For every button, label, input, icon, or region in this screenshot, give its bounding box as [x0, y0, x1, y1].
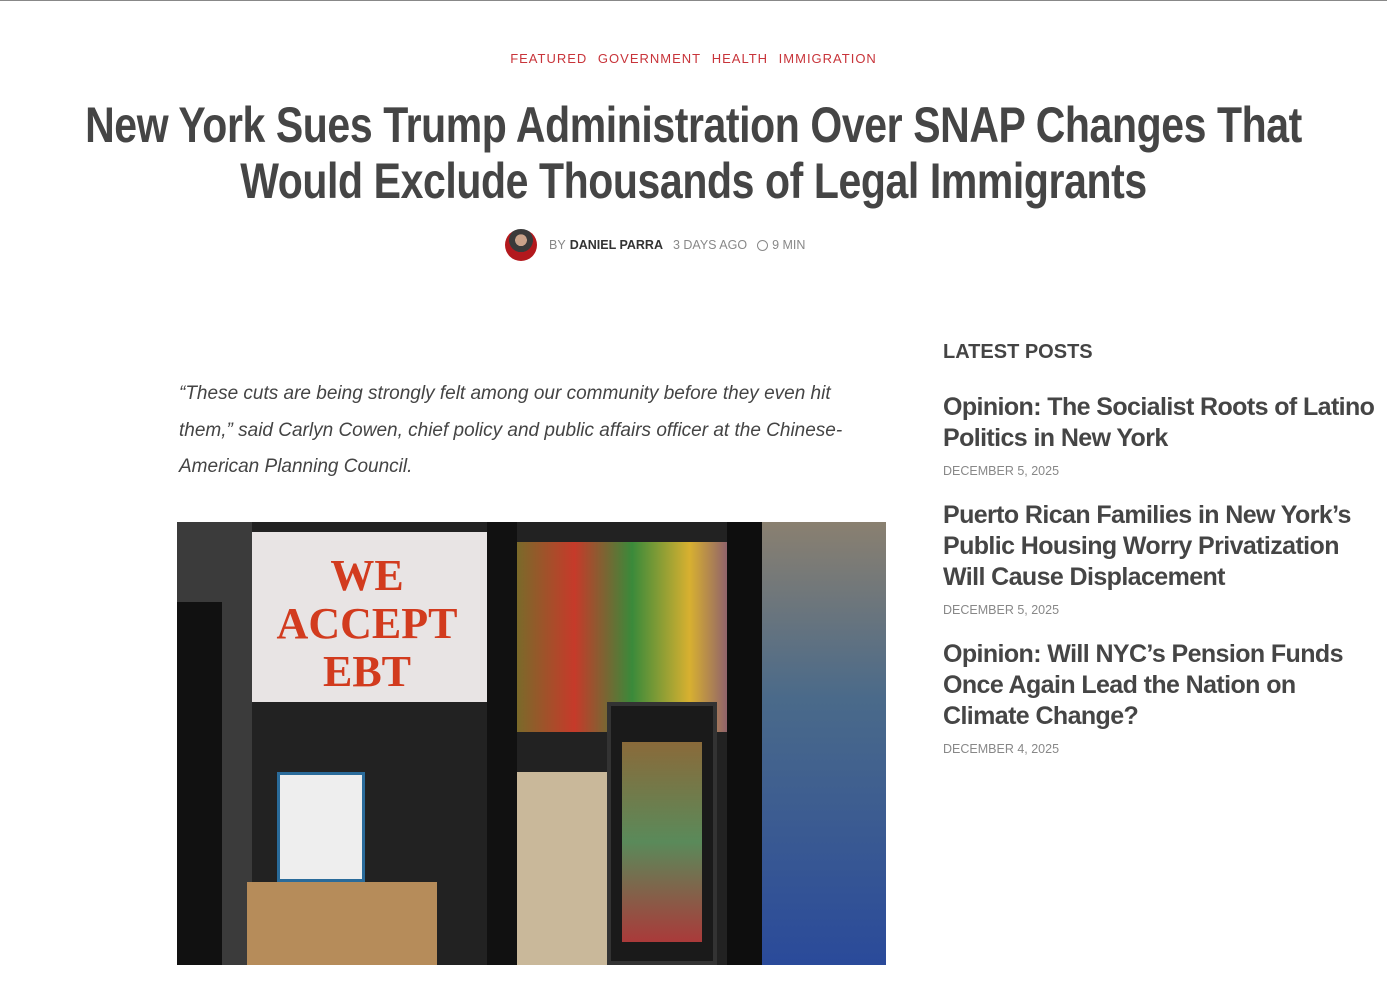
post-title-link[interactable]: Puerto Rican Families in New York’s Publ… — [943, 501, 1351, 591]
category-immigration[interactable]: IMMIGRATION — [778, 51, 877, 66]
post-date: DECEMBER 4, 2025 — [943, 742, 1060, 756]
title-line-2: Would Exclude Thousands of Legal Immigra… — [240, 153, 1147, 209]
post-title-link[interactable]: Opinion: The Socialist Roots of Latino P… — [943, 393, 1375, 452]
sidebar-heading: LATEST POSTS — [943, 341, 1093, 363]
article-quote: “These cuts are being strongly felt amon… — [179, 383, 843, 477]
clock-icon — [757, 239, 769, 251]
ebt-sign-text: WE ACCEPT EBT — [276, 551, 458, 696]
avatar[interactable] — [505, 229, 537, 261]
category-links: FEATURED GOVERNMENT HEALTH IMMIGRATION — [0, 51, 1387, 66]
author-link[interactable]: DANIEL PARRA — [569, 238, 663, 252]
by-label: BY — [549, 238, 566, 252]
category-health[interactable]: HEALTH — [711, 51, 769, 66]
title-line-1: New York Sues Trump Administration Over … — [85, 97, 1302, 153]
read-time: 9 MIN — [772, 238, 806, 252]
list-item: Opinion: Will NYC’s Pension Funds Once A… — [943, 639, 1383, 756]
article-photo: WE ACCEPT EBT — [177, 522, 886, 965]
category-featured[interactable]: FEATURED — [510, 51, 588, 66]
post-title-link[interactable]: Opinion: Will NYC’s Pension Funds Once A… — [943, 640, 1343, 730]
list-item: Opinion: The Socialist Roots of Latino P… — [943, 392, 1383, 478]
post-date: DECEMBER 5, 2025 — [943, 464, 1060, 478]
byline: BY DANIEL PARRA 3 DAYS AGO 9 MIN — [505, 229, 805, 261]
time-ago: 3 DAYS AGO — [672, 238, 748, 252]
list-item: Puerto Rican Families in New York’s Publ… — [943, 500, 1383, 617]
post-date: DECEMBER 5, 2025 — [943, 603, 1060, 617]
latest-posts-sidebar: LATEST POSTS Opinion: The Socialist Root… — [943, 341, 1383, 778]
category-government[interactable]: GOVERNMENT — [597, 51, 702, 66]
page-title: New York Sues Trump Administration Over … — [0, 97, 1387, 209]
